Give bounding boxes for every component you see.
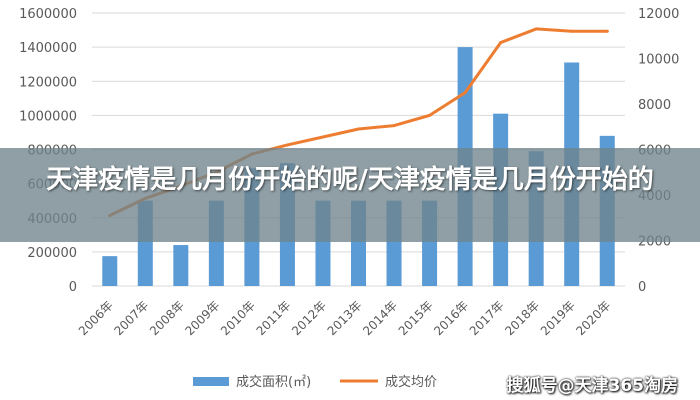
line-point bbox=[570, 29, 574, 33]
x-tick-label: 2013年 bbox=[325, 298, 365, 338]
right-tick-label: 0 bbox=[638, 280, 646, 295]
x-tick-label: 2019年 bbox=[538, 298, 578, 338]
x-tick-label: 2016年 bbox=[431, 298, 471, 338]
left-tick-label: 1200000 bbox=[19, 75, 77, 90]
line-point bbox=[321, 135, 325, 139]
x-tick-label: 2012年 bbox=[289, 298, 329, 338]
x-tick-label: 2018年 bbox=[502, 298, 542, 338]
right-tick-label: 8000 bbox=[638, 98, 671, 113]
left-tick-label: 1600000 bbox=[19, 7, 77, 22]
line-point bbox=[392, 124, 396, 128]
x-tick-label: 2011年 bbox=[254, 298, 294, 338]
line-point bbox=[285, 143, 289, 147]
x-tick-label: 2020年 bbox=[573, 298, 613, 338]
x-tick-label: 2008年 bbox=[147, 298, 187, 338]
line-point bbox=[534, 27, 538, 31]
line-point bbox=[357, 127, 360, 131]
line-point bbox=[605, 29, 609, 33]
left-tick-label: 1400000 bbox=[19, 41, 77, 56]
left-tick-label: 200000 bbox=[27, 246, 77, 261]
x-tick-label: 2009年 bbox=[183, 298, 223, 338]
x-axis-ticks: 2006年2007年2008年2009年2010年2011年2012年2013年… bbox=[76, 298, 613, 338]
legend-swatch-bar bbox=[193, 377, 229, 386]
x-tick-label: 2017年 bbox=[467, 298, 507, 338]
right-tick-label: 12000 bbox=[638, 7, 679, 22]
x-tick-label: 2006年 bbox=[76, 298, 116, 338]
bar bbox=[102, 256, 118, 286]
x-tick-label: 2010年 bbox=[218, 298, 258, 338]
x-tick-label: 2015年 bbox=[396, 298, 436, 338]
left-tick-label: 1000000 bbox=[19, 109, 77, 124]
legend-label: 成交均价 bbox=[385, 374, 437, 390]
x-tick-label: 2007年 bbox=[111, 298, 151, 338]
title-banner: 天津疫情是几月份开始的呢/天津疫情是几月份开始的 bbox=[0, 148, 700, 242]
banner-title: 天津疫情是几月份开始的呢/天津疫情是几月份开始的 bbox=[46, 165, 654, 195]
x-tick-label: 2014年 bbox=[360, 298, 400, 338]
line-point bbox=[463, 91, 467, 95]
legend-label: 成交面积(㎡) bbox=[236, 374, 311, 390]
legend: 成交面积(㎡) 成交均价 bbox=[193, 374, 437, 390]
line-point bbox=[499, 41, 503, 45]
line-point bbox=[428, 113, 432, 117]
left-tick-label: 0 bbox=[69, 280, 77, 295]
watermark: 搜狐号@天津365淘房 bbox=[506, 376, 679, 396]
bar bbox=[173, 245, 189, 286]
right-tick-label: 10000 bbox=[638, 53, 679, 68]
